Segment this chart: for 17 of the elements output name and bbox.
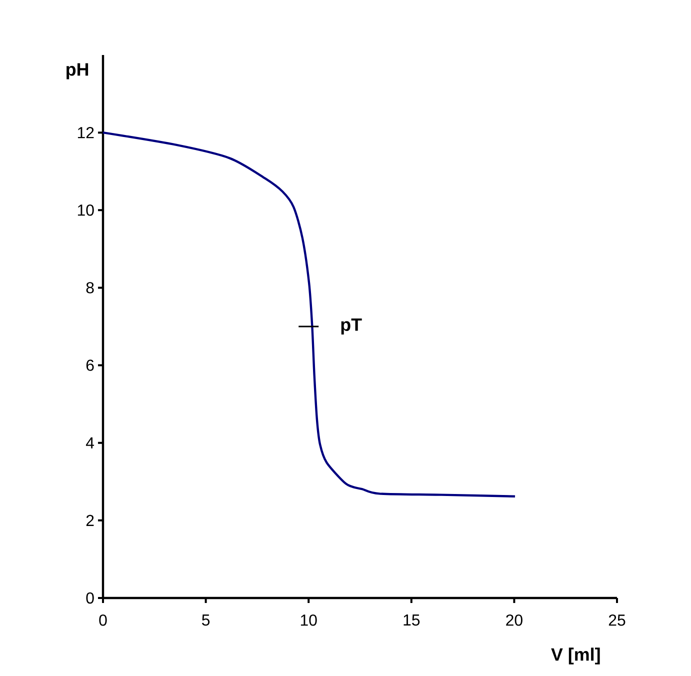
y-tick-label: 0 <box>86 592 94 604</box>
annotation: pT <box>341 318 362 335</box>
x-axis-title: V [ml] <box>551 648 600 664</box>
y-tick-label: 12 <box>78 127 94 138</box>
line-series <box>102 131 516 498</box>
x-tick-label: 10 <box>300 614 317 626</box>
y-tick-label: 6 <box>86 360 94 371</box>
y-tick-label: 4 <box>86 437 94 448</box>
x-tick-label: 15 <box>404 614 420 626</box>
x-tick-label: 25 <box>608 614 626 626</box>
y-tick-label: 8 <box>86 282 94 294</box>
y-tick-label: 2 <box>86 514 94 526</box>
y-tick-label: 10 <box>78 204 94 216</box>
x-tick-label: 5 <box>202 614 210 626</box>
y-axis-title: pH <box>66 63 88 80</box>
x-tick-label: 0 <box>99 614 107 626</box>
x-tick-label: 20 <box>506 614 522 626</box>
